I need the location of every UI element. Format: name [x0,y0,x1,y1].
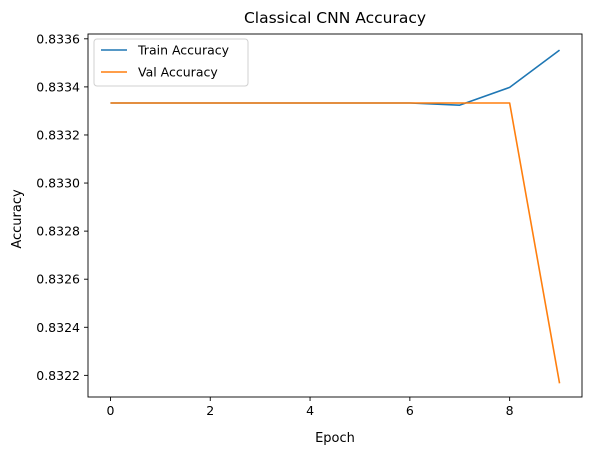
y-tick-label: 0.8328 [36,224,80,239]
x-tick-label: 2 [206,403,214,418]
chart-title: Classical CNN Accuracy [244,9,426,27]
legend-label-2: Val Accuracy [138,65,218,80]
plot-frame [87,33,583,398]
y-tick-label: 0.8336 [36,31,80,46]
y-tick-label: 0.8330 [36,176,80,191]
x-tick-label: 4 [306,403,314,418]
series-line-2 [110,102,561,384]
y-axis-label: Accuracy [10,189,25,249]
plot-area [110,49,561,384]
y-tick-label: 0.8332 [36,127,80,142]
legend-box [93,38,249,87]
y-tick-label: 0.8334 [36,79,80,94]
y-tick-label: 0.8322 [36,368,80,383]
x-tick-label: 6 [406,403,414,418]
x-tick-label: 8 [506,403,514,418]
y-tick-label: 0.8324 [36,320,80,335]
y-tick-label: 0.8326 [36,272,80,287]
x-tick-label: 0 [106,403,114,418]
legend: Train Accuracy Val Accuracy [93,38,249,87]
x-axis-label: Epoch [315,431,355,446]
axis-ticks: 0 2 4 6 8 0.8322 0.8324 0.8326 0.8328 0.8330 0.833… [36,31,513,418]
legend-label-1: Train Accuracy [137,43,230,58]
